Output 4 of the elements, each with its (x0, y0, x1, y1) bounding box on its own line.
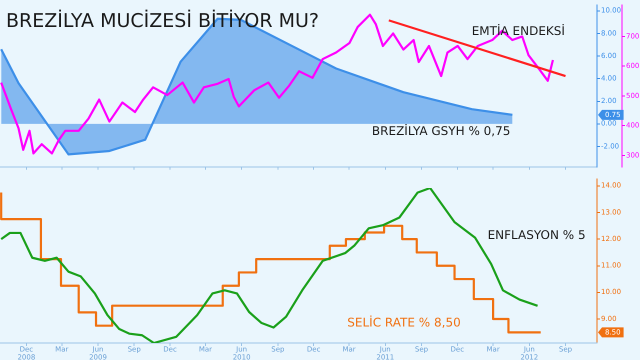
series-label: SELİC RATE % 8,50 (347, 315, 461, 330)
series-label: EMTİA ENDEKSİ (472, 24, 565, 38)
series-label: ENFLASYON % 5 (488, 228, 586, 242)
series-label: BREZİLYA GSYH % 0,75 (372, 124, 510, 138)
